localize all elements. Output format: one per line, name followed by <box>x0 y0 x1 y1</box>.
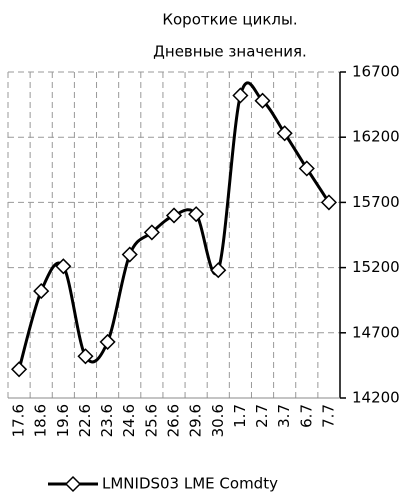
point-marker <box>188 206 205 223</box>
chart-title: Короткие циклы. <box>162 11 297 29</box>
point-marker <box>298 160 315 177</box>
x-tick-label: 2.7 <box>253 404 271 428</box>
series-line <box>17 81 331 370</box>
y-tick-label: 16200 <box>352 128 400 146</box>
y-tick-label: 15700 <box>352 193 400 211</box>
y-tick-label: 15200 <box>352 258 400 276</box>
y-tick-label: 14200 <box>352 389 400 407</box>
x-tick-label: 17.6 <box>10 404 28 437</box>
x-tick-label: 1.7 <box>231 404 249 428</box>
x-tick-label: 30.6 <box>209 404 227 437</box>
chart-title: Дневные значения. <box>153 43 307 61</box>
x-tick-label: 26.6 <box>165 404 183 437</box>
y-tick-label: 14700 <box>352 323 400 341</box>
point-marker <box>99 333 116 350</box>
x-tick-label: 6.7 <box>297 404 315 428</box>
point-marker <box>165 207 183 224</box>
point-marker <box>11 361 28 378</box>
x-tick-label: 29.6 <box>187 404 205 437</box>
point-marker <box>320 194 337 211</box>
x-tick-label: 25.6 <box>142 404 160 437</box>
x-tick-label: 22.6 <box>76 404 94 437</box>
point-marker <box>33 283 50 300</box>
point-marker <box>121 246 138 263</box>
point-marker <box>276 125 293 142</box>
x-tick-label: 23.6 <box>98 404 116 437</box>
legend-label: LMNIDS03 LME Comdty <box>102 475 278 493</box>
point-marker <box>254 92 271 109</box>
point-marker <box>77 348 94 365</box>
x-tick-label: 7.7 <box>319 404 337 428</box>
x-tick-label: 18.6 <box>32 404 50 437</box>
point-marker <box>143 224 160 241</box>
point-marker <box>232 87 249 104</box>
x-tick-label: 3.7 <box>275 404 293 428</box>
x-tick-label: 24.6 <box>120 404 138 437</box>
point-marker <box>210 262 227 279</box>
legend-marker <box>64 475 82 493</box>
x-tick-label: 19.6 <box>54 404 72 437</box>
point-marker <box>55 258 72 275</box>
y-tick-label: 16700 <box>352 63 400 81</box>
